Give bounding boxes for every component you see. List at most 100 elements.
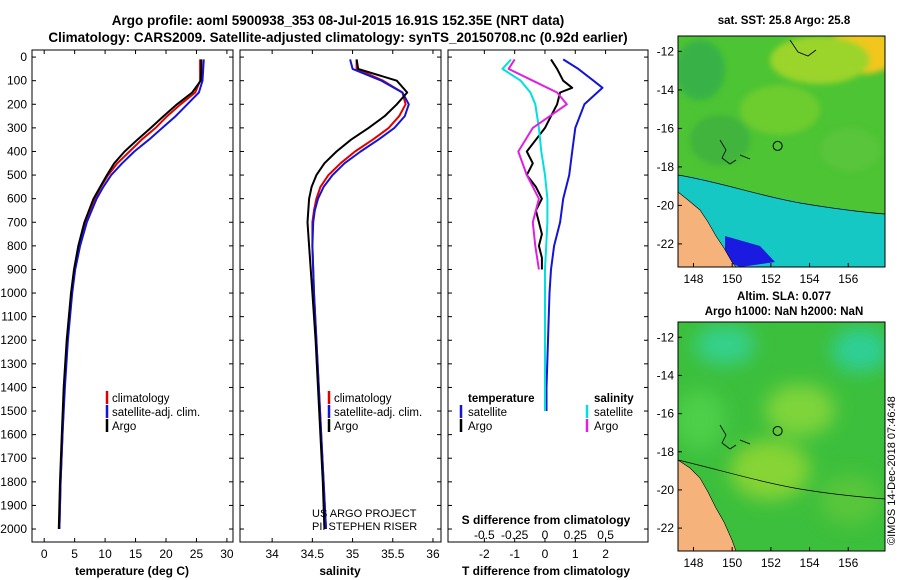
salinity-panel-frame (239, 49, 442, 543)
lon-tick-label: 148 (683, 556, 703, 570)
sla-patch (832, 328, 885, 372)
difference-panel-frame (447, 49, 649, 543)
pi-credit: PI: STEPHEN RISER (312, 521, 417, 533)
x-tick-label: 20 (159, 547, 173, 561)
sst-patch (740, 85, 820, 135)
project-credit: US ARGO PROJECT (312, 508, 417, 520)
series-line-satellite-adj-clim- (58, 59, 205, 530)
series-line-salinity-satellite (501, 58, 549, 411)
depth-tick-label: 900 (7, 262, 27, 276)
x-tick-label: 0 (41, 547, 48, 561)
lon-tick-label: 150 (722, 272, 742, 286)
land (678, 191, 737, 267)
depth-axis: 0 100 200 300 400 500 600 700 800 900 1000 1100 1200… (0, 50, 648, 536)
sla-map (678, 322, 885, 551)
x-tick-label: 25 (190, 547, 204, 561)
depth-tick-label: 1000 (0, 286, 27, 300)
lon-tick-label: 154 (800, 272, 820, 286)
s-tick-label: -0.5 (474, 528, 495, 542)
x-tick-label: 34.5 (301, 547, 325, 561)
difference-legend: temperature satellite Argo salinity sate… (459, 393, 634, 433)
sst-patch (678, 40, 725, 100)
x-tick-label: 10 (98, 547, 112, 561)
isobath (678, 174, 885, 215)
lat-tick-label: -14 (657, 83, 675, 97)
temperature-legend: climatology satellite-adj. clim. Argo (105, 391, 200, 433)
isobath (678, 459, 885, 500)
lat-tick-label: -14 (657, 368, 675, 382)
legend-t-argo-label: Argo (468, 421, 492, 433)
legend-t-satellite-label: satellite (468, 407, 507, 419)
land (678, 459, 737, 551)
lon-tick-label: 154 (800, 556, 820, 570)
depth-tick-label: 800 (7, 239, 27, 253)
x-tick-label: -1 (509, 547, 520, 561)
legend-climatology-label: climatology (334, 393, 392, 405)
lat-tick-label: -20 (657, 483, 675, 497)
x-tick-label: 35 (346, 547, 360, 561)
salinity-legend: climatology satellite-adj. clim. Argo (327, 391, 422, 433)
temperature-panel-frame (31, 49, 234, 543)
sla-map-frame (677, 321, 886, 552)
sst-map-title: sat. SST: 25.8 Argo: 25.8 (718, 15, 851, 27)
salinity-x-label: salinity (319, 564, 361, 578)
sla-map-subtitle: Argo h1000: NaN h2000: NaN (705, 306, 864, 318)
lon-tick-label: 150 (722, 556, 742, 570)
series-line-temperature-satellite (545, 58, 604, 411)
legend-satellite-label: satellite-adj. clim. (112, 407, 200, 419)
sla-field (678, 325, 885, 525)
sst-map-frame (677, 35, 886, 268)
depth-tick-label: 1100 (1, 310, 27, 324)
series-line-argo (57, 59, 203, 530)
depth-tick-label: 300 (7, 121, 27, 135)
s-tick-label: 0.25 (564, 528, 588, 542)
lon-tick-label: 156 (838, 272, 858, 286)
depth-tick-label: 0 (20, 50, 27, 64)
series-line-satellite-adj-clim- (311, 59, 410, 530)
depth-tick-label: 600 (7, 192, 27, 206)
salinity-series (306, 59, 410, 530)
series-line-temperature-argo (525, 58, 574, 270)
lon-tick-label: 148 (683, 272, 703, 286)
lat-tick-label: -22 (657, 521, 675, 535)
sla-patch (695, 325, 755, 365)
t-difference-x-label: T difference from climatology (462, 564, 630, 578)
depth-tick-label: 1300 (0, 357, 27, 371)
depth-tick-label: 200 (7, 97, 27, 111)
lat-tick-label: -16 (657, 407, 675, 421)
lon-tick-label: 152 (761, 272, 781, 286)
lon-tick-label: 156 (838, 556, 858, 570)
temperature-x-label: temperature (deg C) (75, 564, 189, 578)
series-line-argo (306, 59, 409, 530)
temperature-x-axis: 0 5 10 15 20 25 30 (41, 50, 234, 561)
legend-temperature-heading: temperature (468, 393, 534, 405)
x-tick-label: -2 (479, 547, 490, 561)
lat-tick-label: -18 (657, 445, 675, 459)
x-tick-label: 34 (265, 547, 279, 561)
figure-title-line1: Argo profile: aoml 5900938_353 08-Jul-20… (112, 13, 564, 28)
sst-patch (770, 36, 870, 84)
sla-patch (765, 384, 835, 436)
series-line-climatology (58, 59, 202, 530)
x-tick-label: 35.5 (381, 547, 405, 561)
x-tick-label: 30 (220, 547, 234, 561)
depth-tick-label: 1700 (0, 451, 27, 465)
lat-tick-label: -18 (657, 160, 675, 174)
s-difference-x-axis: -0.5 -0.25 0 0.25 0.5 (474, 528, 614, 542)
sst-cold-patch (725, 236, 775, 267)
lat-tick-label: -20 (657, 198, 675, 212)
s-tick-label: 0 (542, 528, 549, 542)
depth-tick-label: 1500 (0, 404, 27, 418)
depth-tick-label: 1900 (0, 498, 27, 512)
legend-argo-label: Argo (112, 421, 136, 433)
sla-map-axes: 148 150 152 154 156 -12 -14 -16 -18 -20 -22 (657, 330, 859, 570)
sla-patch (730, 440, 810, 500)
depth-tick-label: 700 (7, 215, 27, 229)
s-tick-label: -0.25 (501, 528, 529, 542)
depth-tick-label: 1400 (0, 380, 27, 394)
legend-s-argo-label: Argo (594, 421, 618, 433)
difference-series (501, 58, 604, 411)
argo-float-marker (772, 425, 783, 436)
lat-tick-label: -12 (657, 330, 675, 344)
depth-tick-label: 1800 (0, 475, 27, 489)
